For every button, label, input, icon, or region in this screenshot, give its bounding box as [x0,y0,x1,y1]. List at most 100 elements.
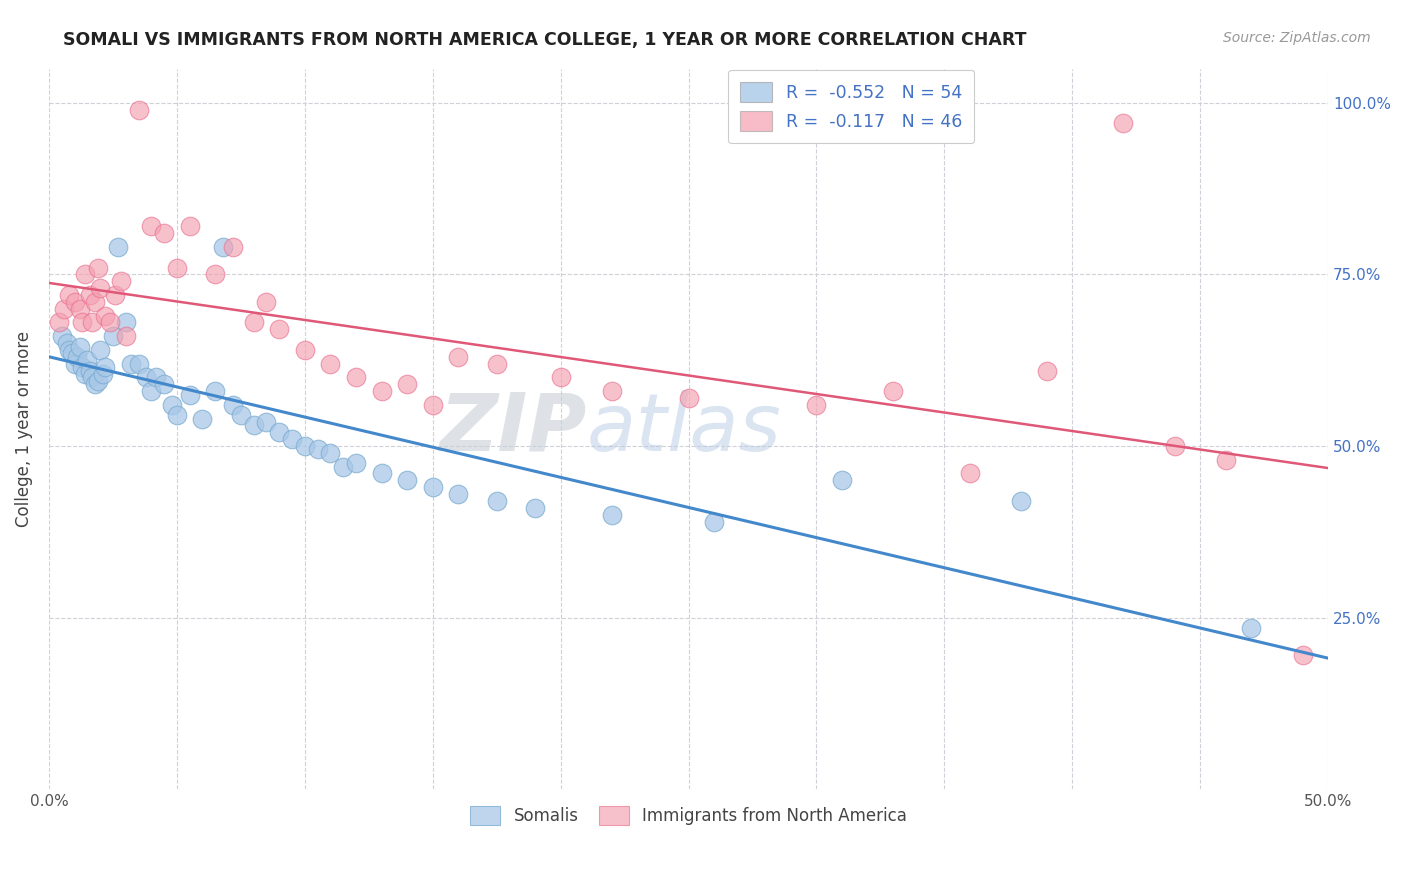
Point [319,357,342,371]
Point [63,357,86,371]
Point [831,474,853,488]
Point [84,294,107,309]
Point [422,480,444,494]
Point [1112,116,1135,130]
Point [58,343,80,357]
Point [135,370,157,384]
Point [166,408,188,422]
Point [179,219,201,234]
Point [60,346,83,360]
Point [806,398,828,412]
Point [1163,439,1185,453]
Point [179,387,201,401]
Point [1035,363,1057,377]
Point [84,377,107,392]
Point [600,508,623,522]
Point [73,268,96,282]
Point [86,260,108,275]
Point [222,240,245,254]
Point [128,357,150,371]
Point [141,384,163,398]
Point [79,363,101,377]
Point [344,456,367,470]
Point [58,288,80,302]
Point [319,446,342,460]
Point [229,408,252,422]
Point [447,487,470,501]
Point [396,377,419,392]
Point [307,442,329,457]
Point [53,301,76,316]
Point [89,281,111,295]
Point [100,316,122,330]
Point [94,309,117,323]
Point [882,384,904,398]
Point [678,391,700,405]
Point [66,350,89,364]
Point [242,418,264,433]
Y-axis label: College, 1 year or more: College, 1 year or more [15,331,32,527]
Text: ZIP: ZIP [439,390,586,468]
Point [114,316,136,330]
Point [114,329,136,343]
Point [222,398,245,412]
Point [254,294,277,309]
Point [104,288,127,302]
Point [396,474,419,488]
Point [485,494,508,508]
Point [600,384,623,398]
Point [242,316,264,330]
Point [70,316,93,330]
Point [703,515,725,529]
Point [1010,494,1032,508]
Point [128,103,150,117]
Point [269,425,291,440]
Point [332,459,354,474]
Text: Source: ZipAtlas.com: Source: ZipAtlas.com [1223,31,1371,45]
Point [166,260,188,275]
Point [294,343,316,357]
Point [269,322,291,336]
Point [89,343,111,357]
Point [79,288,101,302]
Point [94,360,117,375]
Point [141,219,163,234]
Point [153,377,176,392]
Point [294,439,316,453]
Point [1240,621,1263,635]
Text: atlas: atlas [586,390,780,468]
Point [550,370,572,384]
Point [153,226,176,240]
Point [76,353,98,368]
Point [73,367,96,381]
Point [447,350,470,364]
Point [56,336,79,351]
Point [370,467,392,481]
Point [120,357,142,371]
Point [110,274,132,288]
Point [1215,452,1237,467]
Point [344,370,367,384]
Point [91,367,114,381]
Text: SOMALI VS IMMIGRANTS FROM NORTH AMERICA COLLEGE, 1 YEAR OR MORE CORRELATION CHAR: SOMALI VS IMMIGRANTS FROM NORTH AMERICA … [63,31,1026,49]
Point [69,301,91,316]
Point [281,432,304,446]
Point [107,240,129,254]
Point [48,316,70,330]
Point [51,329,73,343]
Point [204,384,226,398]
Point [212,240,235,254]
Point [160,398,183,412]
Point [524,500,547,515]
Point [82,316,104,330]
Point [101,329,124,343]
Point [1291,648,1313,663]
Point [191,411,214,425]
Point [63,294,86,309]
Point [485,357,508,371]
Point [204,268,226,282]
Point [82,370,104,384]
Point [959,467,981,481]
Point [70,360,93,375]
Legend: Somalis, Immigrants from North America: Somalis, Immigrants from North America [460,796,917,835]
